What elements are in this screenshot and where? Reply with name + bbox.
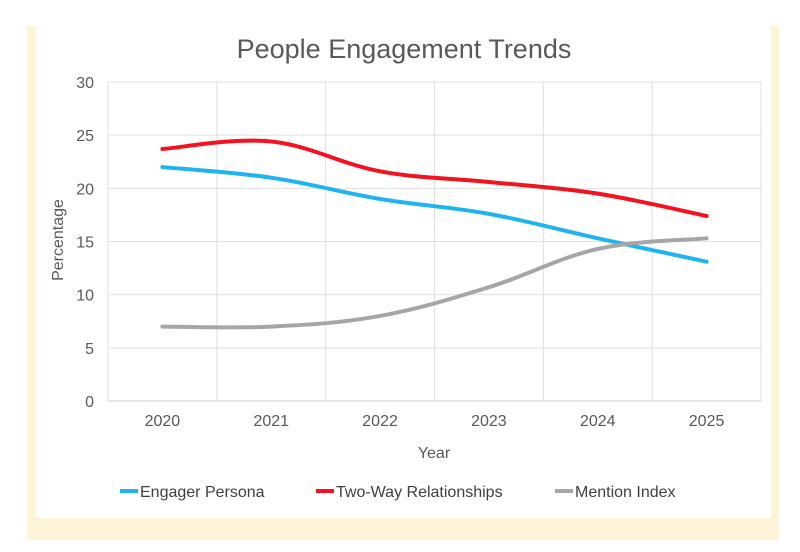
x-axis-ticks: 2020 2021 2022 2023 2024 2025 [145,413,725,430]
series-line-engager-persona [160,165,709,264]
y-tick-label: 5 [85,341,94,358]
x-axis-title: Year [418,445,451,462]
y-tick-label: 15 [76,235,94,252]
legend-label-two-way-relationships: Two-Way Relationships [336,484,503,501]
data-point-two-way-relationships [596,192,600,196]
x-tick-label: 2024 [580,413,616,430]
data-point-two-way-relationships [160,147,164,151]
data-point-mention-index [705,236,709,240]
data-point-two-way-relationships [269,140,273,144]
y-tick-label: 0 [85,394,94,411]
y-tick-label: 20 [76,181,94,198]
data-point-engager-persona [378,197,382,201]
data-point-engager-persona [596,236,600,240]
series-line-mention-index [160,236,709,330]
data-point-two-way-relationships [705,214,709,218]
data-point-engager-persona [160,165,164,169]
series-lines [160,138,709,330]
y-tick-label: 30 [76,75,94,92]
x-tick-label: 2025 [689,413,725,430]
legend-label-engager-persona: Engager Persona [140,484,265,501]
series-line-two-way-relationships [160,138,709,218]
x-tick-label: 2021 [253,413,289,430]
data-point-mention-index [487,285,491,289]
data-point-engager-persona [269,176,273,180]
data-point-mention-index [269,325,273,329]
chart-card [36,26,771,518]
x-tick-label: 2023 [471,413,507,430]
x-tick-label: 2020 [145,413,181,430]
legend: Engager Persona Two-Way Relationships Ment… [120,484,676,501]
y-axis-title: Percentage [50,199,67,281]
data-point-mention-index [378,314,382,318]
legend-label-mention-index: Mention Index [575,484,676,501]
y-tick-label: 25 [76,128,94,145]
x-tick-label: 2022 [362,413,398,430]
data-point-engager-persona [705,260,709,264]
data-point-two-way-relationships [378,169,382,173]
data-point-two-way-relationships [487,180,491,184]
y-axis-ticks: 0 5 10 15 20 25 30 [76,75,94,411]
data-point-mention-index [596,247,600,251]
chart-title: People Engagement Trends [237,34,572,64]
data-point-mention-index [160,325,164,329]
y-tick-label: 10 [76,288,94,305]
data-point-engager-persona [487,212,491,216]
